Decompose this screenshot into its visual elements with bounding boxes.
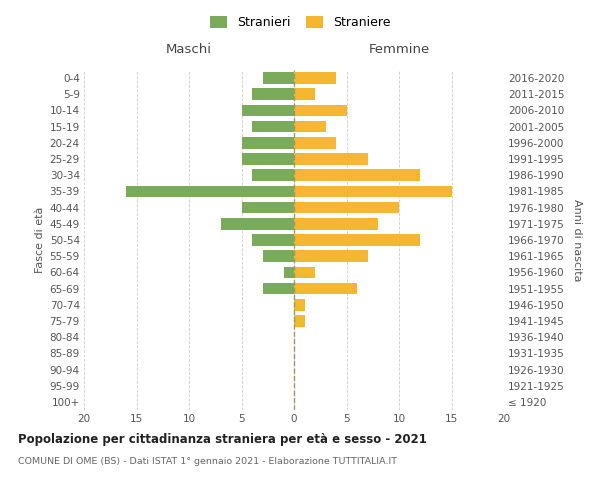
Bar	[294, 72, 336, 84]
Bar	[294, 202, 399, 213]
Bar	[294, 282, 357, 294]
Bar	[241, 153, 294, 165]
Bar	[294, 121, 325, 132]
Legend: Stranieri, Straniere: Stranieri, Straniere	[205, 11, 395, 34]
Text: COMUNE DI OME (BS) - Dati ISTAT 1° gennaio 2021 - Elaborazione TUTTITALIA.IT: COMUNE DI OME (BS) - Dati ISTAT 1° genna…	[18, 458, 397, 466]
Bar	[241, 202, 294, 213]
Text: Popolazione per cittadinanza straniera per età e sesso - 2021: Popolazione per cittadinanza straniera p…	[18, 432, 427, 446]
Bar	[126, 186, 294, 198]
Bar	[294, 315, 305, 327]
Bar	[252, 121, 294, 132]
Bar	[294, 234, 420, 246]
Bar	[252, 170, 294, 181]
Bar	[294, 218, 378, 230]
Bar	[263, 282, 294, 294]
Bar	[294, 266, 315, 278]
Bar	[294, 153, 367, 165]
Bar	[294, 170, 420, 181]
Bar	[221, 218, 294, 230]
Bar	[294, 186, 452, 198]
Y-axis label: Anni di nascita: Anni di nascita	[572, 198, 582, 281]
Text: Femmine: Femmine	[368, 44, 430, 57]
Bar	[294, 104, 347, 117]
Bar	[252, 88, 294, 100]
Bar	[241, 137, 294, 148]
Bar	[294, 250, 367, 262]
Bar	[252, 234, 294, 246]
Y-axis label: Fasce di età: Fasce di età	[35, 207, 46, 273]
Bar	[294, 88, 315, 100]
Bar	[294, 299, 305, 310]
Text: Maschi: Maschi	[166, 44, 212, 57]
Bar	[284, 266, 294, 278]
Bar	[241, 104, 294, 117]
Bar	[263, 72, 294, 84]
Bar	[263, 250, 294, 262]
Bar	[294, 137, 336, 148]
